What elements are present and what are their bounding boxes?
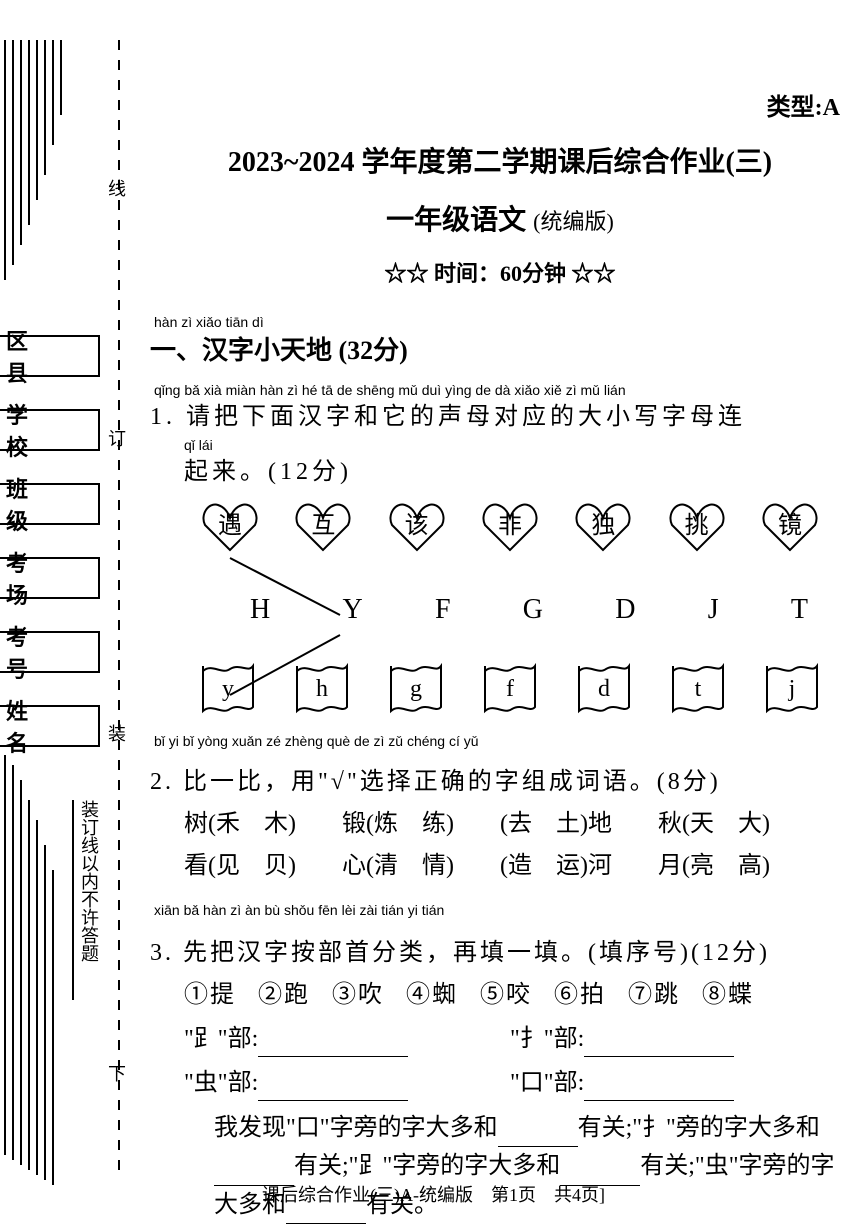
q3-item: ⑧蝶 — [702, 982, 754, 1008]
q2-group: (去 土)地 — [500, 806, 612, 842]
q2-row2: 看(见 贝) 心(清 情) (造 运)河 月(亮 高) — [184, 848, 850, 884]
q1-pinyin2: qǐ lái — [184, 435, 850, 456]
upper-letter: H — [250, 589, 270, 631]
radical-label: "虫"部: — [184, 1070, 258, 1096]
subject-label: 一年级语文 — [386, 205, 526, 236]
q2-pinyin: bǐ yi bǐ yòng xuǎn zé zhèng què de zì zǔ… — [154, 731, 850, 752]
marker-xian: 线 — [108, 175, 126, 201]
q2-group: (造 运)河 — [500, 848, 612, 884]
radical-label: "扌"部: — [510, 1026, 584, 1052]
q3-item: ⑦跳 — [628, 982, 680, 1008]
q3-item: ⑥拍 — [554, 982, 606, 1008]
q1-line2: 起来。(12分) — [184, 454, 850, 490]
heart-char: 互 — [293, 500, 353, 555]
q2-group: 月(亮 高) — [658, 848, 770, 884]
no-answer-zone-note: 装订线以内不许答题 — [72, 800, 102, 1000]
document-title: 2023~2024 学年度第二学期课后综合作业(三) — [150, 140, 850, 180]
q1-pinyin1: qǐng bǎ xià miàn hàn zì hé tā de shēng m… — [154, 380, 850, 401]
flag-letter: f — [482, 663, 538, 715]
heart-char: 该 — [387, 500, 447, 555]
marker-zhuang: 装 — [108, 720, 126, 746]
field-examno: 考 号 — [0, 631, 100, 673]
time-row: ☆☆ 时间：60分钟 ☆☆ — [150, 256, 850, 288]
hearts-row: 遇 互 该 非 独 挑 镜 — [150, 500, 850, 555]
q3-item: ①提 — [184, 982, 236, 1008]
q3-item: ②跑 — [258, 982, 310, 1008]
q2-group: 心(清 情) — [342, 848, 454, 884]
main-content: 类型:A 2023~2024 学年度第二学期课后综合作业(三) 一年级语文 (统… — [150, 95, 850, 1224]
q2-group: 秋(天 大) — [658, 806, 770, 842]
type-label: 类型:A — [767, 87, 840, 122]
radical-label: "𧾷"部: — [184, 1026, 258, 1052]
field-class: 班 级 — [0, 483, 100, 525]
field-room: 考 场 — [0, 557, 100, 599]
q1-line1: 1. 请把下面汉字和它的声母对应的大小写字母连 — [150, 399, 850, 435]
upper-letter: J — [708, 589, 719, 631]
q2-row1: 树(禾 木) 锻(炼 练) (去 土)地 秋(天 大) — [184, 806, 850, 842]
heart-char: 遇 — [200, 500, 260, 555]
upper-letter: G — [523, 589, 543, 631]
q3-items: ①提 ②跑 ③吹 ④蜘 ⑤咬 ⑥拍 ⑦跳 ⑧蝶 — [184, 977, 850, 1013]
field-district: 区 县 — [0, 335, 100, 377]
binding-margin: 区 县 学 校 班 级 考 场 考 号 姓 名 线 订 装 下 装订线以内不许答… — [0, 0, 145, 1227]
heart-char: 非 — [480, 500, 540, 555]
flag-letter: y — [200, 663, 256, 715]
subtitle: 一年级语文 (统编版) — [150, 198, 850, 238]
answer-blank[interactable] — [498, 1125, 578, 1147]
q3-item: ⑤咬 — [480, 982, 532, 1008]
q3-pinyin: xiān bǎ hàn zì àn bù shǒu fēn lèi zài ti… — [154, 900, 850, 921]
q3-line: 3. 先把汉字按部首分类，再填一填。(填序号)(12分) — [150, 935, 850, 971]
top-margin-lines — [0, 40, 30, 290]
upper-letter: F — [435, 589, 451, 631]
flag-letter: g — [388, 663, 444, 715]
bottom-margin-lines — [0, 755, 60, 1175]
lower-letters-row: y h g f d t j — [150, 663, 850, 715]
answer-blank[interactable] — [258, 1079, 408, 1101]
upper-letter: T — [791, 589, 808, 631]
field-name: 姓 名 — [0, 705, 100, 747]
q3-item: ④蜘 — [406, 982, 458, 1008]
heart-char: 镜 — [760, 500, 820, 555]
flag-letter: j — [764, 663, 820, 715]
section-1-heading: 一、汉字小天地 (32分) — [150, 336, 408, 365]
upper-letter: Y — [342, 589, 362, 631]
page-footer: 课后综合作业(三)A-统编版 第1页 共4页] — [0, 1181, 867, 1207]
q3-radicals-row2: "虫"部: "口"部: — [184, 1065, 850, 1101]
binding-dashed-line — [118, 40, 120, 1180]
flag-letter: d — [576, 663, 632, 715]
radical-label: "口"部: — [510, 1070, 584, 1096]
flag-letter: h — [294, 663, 350, 715]
answer-blank[interactable] — [258, 1035, 408, 1057]
q3-item: ③吹 — [332, 982, 384, 1008]
form-fields: 区 县 学 校 班 级 考 场 考 号 姓 名 — [0, 335, 100, 779]
field-school: 学 校 — [0, 409, 100, 451]
heart-char: 挑 — [667, 500, 727, 555]
marker-xia: 下 — [108, 1060, 126, 1086]
section-1-pinyin: hàn zì xiǎo tiān dì — [154, 312, 850, 333]
q2-group: 树(禾 木) — [184, 806, 296, 842]
upper-letters-row: H Y F G D J T — [150, 589, 850, 631]
answer-blank[interactable] — [584, 1035, 734, 1057]
q1-matching-area: 遇 互 该 非 独 挑 镜 H Y F G D J T — [150, 500, 850, 715]
q2-group: 锻(炼 练) — [342, 806, 454, 842]
upper-letter: D — [615, 589, 635, 631]
edition-label: (统编版) — [533, 209, 614, 234]
q2-group: 看(见 贝) — [184, 848, 296, 884]
q3-radicals-row1: "𧾷"部: "扌"部: — [184, 1021, 850, 1057]
answer-blank[interactable] — [584, 1079, 734, 1101]
marker-ding: 订 — [108, 425, 126, 451]
section-1: hàn zì xiǎo tiān dì 一、汉字小天地 (32分) qǐng b… — [150, 312, 850, 1224]
flag-letter: t — [670, 663, 726, 715]
heart-char: 独 — [573, 500, 633, 555]
q2-line: 2. 比一比，用"√"选择正确的字组成词语。(8分) — [150, 764, 850, 800]
